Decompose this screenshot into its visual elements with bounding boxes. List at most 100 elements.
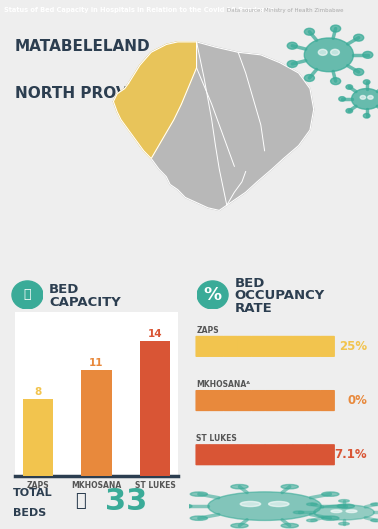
FancyBboxPatch shape	[320, 444, 335, 466]
FancyBboxPatch shape	[209, 390, 224, 411]
Circle shape	[331, 78, 341, 85]
Circle shape	[12, 281, 43, 309]
Text: Status of Bed Capacity in Hospitals in Relation to the Covid 19 Pandemic: Status of Bed Capacity in Hospitals in R…	[4, 7, 274, 13]
FancyBboxPatch shape	[251, 390, 266, 411]
Circle shape	[281, 485, 298, 489]
FancyBboxPatch shape	[237, 390, 252, 411]
Circle shape	[339, 97, 345, 101]
Text: ⛏: ⛏	[75, 492, 86, 510]
Circle shape	[352, 88, 378, 110]
Text: TOTAL: TOTAL	[13, 488, 53, 498]
Circle shape	[354, 69, 364, 76]
Circle shape	[287, 60, 297, 67]
Text: —: —	[152, 342, 158, 346]
Circle shape	[318, 49, 327, 56]
FancyBboxPatch shape	[279, 336, 293, 357]
Text: BED
OCCUPANCY
RATE: BED OCCUPANCY RATE	[234, 277, 325, 315]
Circle shape	[190, 492, 208, 496]
Circle shape	[307, 519, 317, 522]
Bar	[23, 399, 53, 476]
Bar	[81, 370, 112, 476]
Circle shape	[346, 85, 353, 89]
Circle shape	[240, 501, 261, 507]
FancyBboxPatch shape	[209, 444, 224, 466]
Circle shape	[190, 516, 208, 521]
Circle shape	[314, 505, 374, 520]
Polygon shape	[113, 42, 197, 159]
Circle shape	[363, 114, 370, 118]
Circle shape	[322, 516, 339, 521]
Text: 14: 14	[148, 329, 162, 339]
Text: ST LUKES: ST LUKES	[196, 434, 237, 443]
FancyBboxPatch shape	[237, 444, 252, 466]
FancyBboxPatch shape	[306, 336, 321, 357]
FancyBboxPatch shape	[293, 390, 307, 411]
Text: 33: 33	[105, 487, 147, 516]
FancyBboxPatch shape	[195, 390, 210, 411]
Text: MATABELELAND: MATABELELAND	[15, 39, 151, 54]
Circle shape	[331, 510, 342, 513]
Circle shape	[371, 519, 378, 522]
FancyBboxPatch shape	[265, 390, 279, 411]
Circle shape	[287, 42, 297, 49]
Text: %: %	[204, 286, 222, 304]
Text: 11: 11	[89, 358, 104, 368]
Circle shape	[304, 75, 314, 81]
Text: NORTH PROVINCE: NORTH PROVINCE	[15, 86, 167, 101]
FancyBboxPatch shape	[279, 390, 293, 411]
Circle shape	[346, 510, 357, 513]
FancyBboxPatch shape	[320, 336, 335, 357]
Text: 7.1%: 7.1%	[334, 448, 367, 461]
Circle shape	[231, 524, 248, 528]
Bar	[140, 341, 170, 476]
FancyBboxPatch shape	[251, 336, 266, 357]
FancyBboxPatch shape	[251, 444, 266, 466]
FancyBboxPatch shape	[195, 336, 210, 357]
FancyBboxPatch shape	[306, 444, 321, 466]
Text: —: —	[94, 370, 99, 376]
FancyBboxPatch shape	[306, 390, 321, 411]
Text: MKHOSANAᴬ: MKHOSANAᴬ	[196, 380, 250, 389]
FancyBboxPatch shape	[223, 336, 238, 357]
FancyBboxPatch shape	[265, 336, 279, 357]
FancyBboxPatch shape	[265, 444, 279, 466]
Circle shape	[371, 503, 378, 506]
Text: ⛏: ⛏	[24, 288, 31, 302]
Circle shape	[304, 28, 314, 35]
Circle shape	[337, 504, 355, 508]
Circle shape	[231, 485, 248, 489]
FancyBboxPatch shape	[195, 444, 210, 466]
Polygon shape	[113, 42, 314, 211]
Circle shape	[322, 492, 339, 496]
Circle shape	[354, 34, 364, 41]
Circle shape	[339, 523, 349, 525]
FancyBboxPatch shape	[223, 444, 238, 466]
FancyBboxPatch shape	[237, 336, 252, 357]
Text: BED
CAPACITY: BED CAPACITY	[49, 283, 121, 309]
Text: 25%: 25%	[339, 340, 367, 353]
FancyBboxPatch shape	[293, 336, 307, 357]
Circle shape	[208, 492, 321, 521]
Circle shape	[197, 281, 228, 309]
Circle shape	[293, 511, 304, 514]
Circle shape	[346, 108, 353, 113]
Circle shape	[307, 503, 317, 506]
Text: ZAPS: ZAPS	[196, 326, 219, 335]
Text: Data source: Ministry of Health Zimbabwe: Data source: Ministry of Health Zimbabwe	[227, 7, 343, 13]
Circle shape	[281, 524, 298, 528]
Circle shape	[268, 501, 289, 507]
Circle shape	[331, 49, 339, 56]
Circle shape	[360, 96, 366, 99]
FancyBboxPatch shape	[320, 390, 335, 411]
Circle shape	[339, 499, 349, 502]
Text: 0%: 0%	[347, 394, 367, 407]
FancyBboxPatch shape	[223, 390, 238, 411]
Text: 8: 8	[34, 387, 41, 397]
Circle shape	[368, 96, 373, 99]
Circle shape	[363, 51, 373, 58]
Circle shape	[331, 25, 341, 32]
Text: —: —	[35, 399, 40, 404]
FancyBboxPatch shape	[279, 444, 293, 466]
Circle shape	[363, 80, 370, 84]
FancyBboxPatch shape	[293, 444, 307, 466]
